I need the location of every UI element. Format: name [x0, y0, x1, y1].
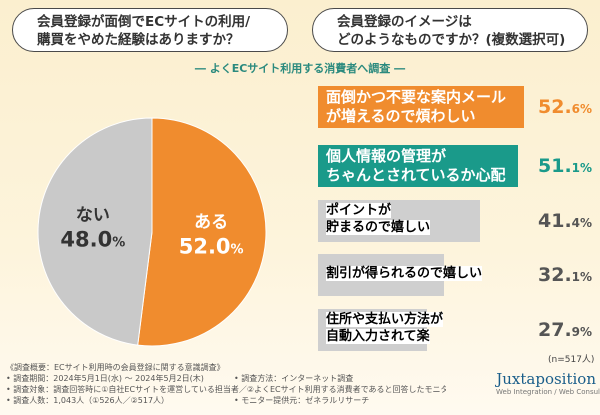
bar-value-3: 41.4%	[538, 210, 593, 232]
note-monitor: • モニター提供元：ゼネラルリサーチ	[234, 396, 370, 405]
bar-item-1: 面倒かつ不要な案内メール が増えるので煩わしい	[318, 86, 524, 128]
bar-label-5-line-1: 住所や支払い方法が	[326, 312, 444, 327]
survey-subtitle: ― よくECサイト利用する消費者へ調査 ―	[194, 62, 406, 75]
note-target: • 調査対象：調査回答時に①自社ECサイトを運営している担当者／②よくECサイト…	[6, 385, 446, 394]
question-1-line-2: 購買をやめた経験はありますか？	[37, 32, 240, 48]
bar-value-4: 32.1%	[538, 264, 593, 286]
bar-label-3-line-1: ポイントが	[326, 203, 392, 218]
pie-value-yes: 52.0%	[179, 235, 244, 259]
pie-slice-yes	[137, 117, 267, 347]
bar-label-2-line-2: ちゃんとされているか心配	[326, 166, 506, 184]
question-2-line-1: 会員登録のイメージは	[337, 14, 472, 30]
pie-slice-no	[37, 117, 153, 346]
sample-size-note: (n=517人)	[548, 355, 595, 365]
bar-item-2: 個人情報の管理が ちゃんとされているか心配	[318, 145, 518, 187]
note-title: 《調査概要：ECサイト利用時の会員登録に関する意識調査》	[6, 363, 225, 372]
note-count: • 調査人数：1,043人（①526人／②517人）	[6, 396, 170, 405]
note-method: • 調査方法：インターネット調査	[234, 374, 354, 383]
note-period: • 調査期間：2024年5月1日(水) ～ 2024年5月2日(木)	[6, 374, 204, 383]
question-2-line-2: どのようなものですか？(複数選択可)	[337, 32, 566, 48]
logo-tagline: Web Integration / Web Consulting	[496, 388, 600, 396]
logo-name: Juxtaposition	[496, 370, 596, 388]
bar-label-1-line-1: 面倒かつ不要な案内メール	[326, 88, 507, 106]
pie-label-no: ない	[76, 205, 110, 225]
bar-label-4-line-1: 割引が得られるので嬉しい	[326, 266, 483, 281]
question-1-box: 会員登録が面倒でECサイトの利用/ 購買をやめた経験はありますか？	[12, 8, 288, 52]
bar-label-2-line-1: 個人情報の管理が	[326, 147, 447, 165]
bar-label-1-line-2: が増えるので煩わしい	[326, 107, 476, 125]
bar-item-4: 割引が得られるので嬉しい	[318, 254, 483, 296]
bar-label-3-line-2: 貯まるので嬉しい	[326, 220, 431, 235]
bar-item-5: 住所や支払い方法が 自動入力されて楽	[318, 309, 444, 351]
pie-label-yes: ある	[194, 213, 228, 233]
question-1-line-1: 会員登録が面倒でECサイトの利用/	[37, 14, 251, 30]
question-2-box: 会員登録のイメージは どのようなものですか？(複数選択可)	[312, 8, 588, 52]
bar-value-5: 27.9%	[538, 319, 593, 341]
bar-item-3: ポイントが貯まるので嬉しい	[318, 200, 480, 242]
company-logo: Juxtaposition Web Integration / Web Cons…	[496, 370, 600, 396]
pie-value-no: 48.0%	[60, 227, 125, 251]
bar-label-5-line-2: 自動入力されて楽	[326, 329, 430, 344]
survey-notes: 《調査概要：ECサイト利用時の会員登録に関する意識調査》 • 調査期間：2024…	[6, 362, 446, 406]
bar-value-2: 51.1%	[538, 155, 593, 177]
bar-value-1: 52.6%	[538, 96, 593, 118]
